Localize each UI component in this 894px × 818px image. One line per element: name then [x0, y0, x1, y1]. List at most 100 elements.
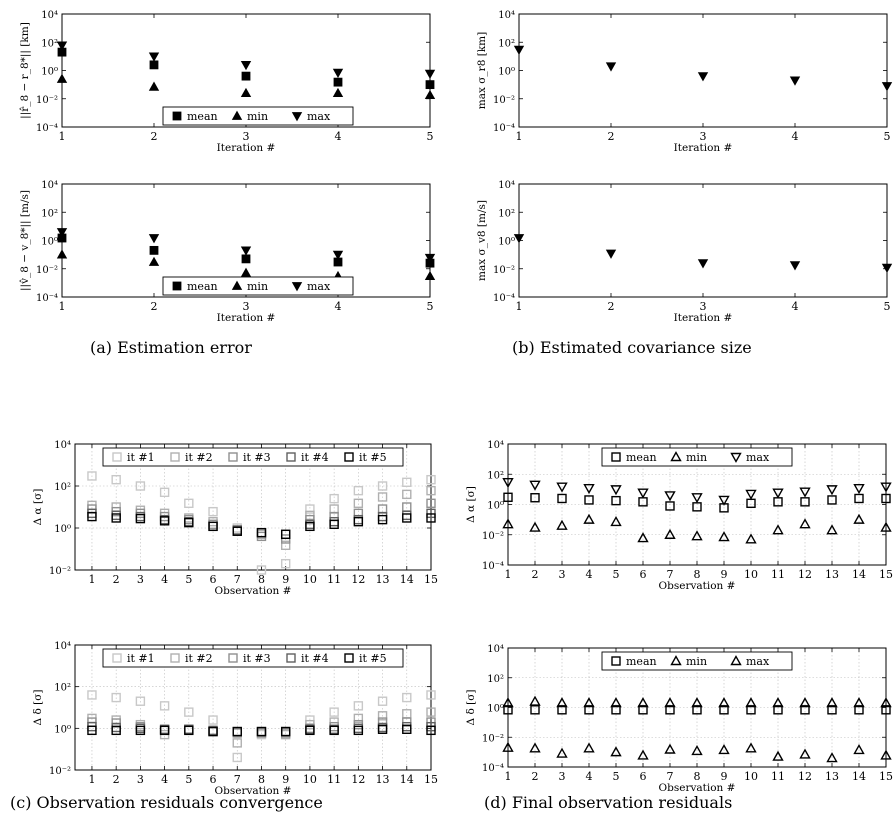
data-point: [800, 705, 810, 715]
chart-pos-sigma: 1 2 3 4 5 10⁻⁴ 10⁻² 10⁰ 10² 10⁴ Iteration # max σ_r…: [476, 10, 893, 154]
y-tick-label: 10⁴: [498, 180, 515, 191]
x-tick-label: 13: [825, 770, 839, 783]
x-tick-label: 1: [516, 130, 523, 143]
data-point: [111, 474, 121, 485]
data-point: [745, 742, 757, 753]
x-tick-label: 14: [852, 770, 866, 783]
data-point: [402, 724, 412, 734]
x-tick-label: 13: [376, 573, 390, 586]
legend-label: mean: [626, 451, 657, 464]
legend-label: mean: [187, 110, 218, 123]
x-tick-label: 13: [376, 773, 390, 786]
data-point: [610, 485, 622, 496]
data-point: [329, 725, 339, 736]
data-point: [718, 495, 730, 506]
legend-label: max: [746, 451, 770, 464]
x-tick-label: 7: [667, 568, 674, 581]
x-tick-label: 7: [234, 773, 241, 786]
data-point: [353, 701, 364, 711]
x-axis-label: Observation #: [659, 580, 736, 592]
y-tick-label: 10⁻⁴: [482, 561, 504, 572]
data-point: [853, 744, 865, 755]
x-tick-label: 12: [351, 773, 365, 786]
y-tick-label: 10²: [54, 683, 71, 694]
legend-marker: [670, 451, 682, 462]
legend-label: mean: [187, 280, 218, 293]
data-point: [826, 524, 838, 535]
data-point: [692, 705, 702, 715]
y-tick-label: 10⁰: [41, 67, 58, 78]
x-tick-label: 1: [88, 573, 95, 586]
y-tick-label: 10²: [498, 38, 515, 49]
legend-label: max: [746, 655, 770, 668]
x-tick-label: 3: [700, 130, 707, 143]
data-point: [530, 493, 540, 503]
data-point: [426, 474, 436, 485]
data-point: [426, 485, 436, 496]
data-point: [584, 705, 594, 715]
data-point: [402, 709, 412, 719]
x-tick-label: 3: [137, 773, 144, 786]
x-tick-label: 3: [559, 770, 566, 783]
x-tick-label: 3: [243, 130, 250, 143]
data-point: [402, 489, 412, 500]
x-tick-label: 9: [282, 573, 289, 586]
legend-marker: [228, 653, 238, 663]
x-tick-label: 8: [694, 770, 701, 783]
legend-marker: [231, 110, 243, 120]
data-point: [426, 707, 436, 717]
legend-marker: [112, 452, 122, 462]
data-point: [184, 725, 194, 736]
legend-label: it #5: [359, 652, 387, 665]
data-point: [159, 487, 170, 498]
data-point: [56, 41, 68, 51]
data-point: [880, 521, 892, 532]
legend-marker: [112, 653, 122, 663]
caption-d: (d) Final observation residuals: [484, 793, 733, 812]
data-point: [664, 491, 676, 502]
x-tick-label: 10: [744, 568, 758, 581]
y-tick-label: 10⁻²: [49, 566, 71, 577]
data-point: [149, 245, 159, 255]
data-point: [691, 530, 703, 541]
x-tick-label: 2: [608, 300, 615, 313]
y-tick-label: 10⁴: [54, 641, 71, 652]
data-point: [789, 76, 801, 86]
legend-marker: [170, 452, 180, 462]
y-axis-label: Δ δ [σ]: [465, 690, 477, 726]
y-axis-label: Δ δ [σ]: [32, 690, 44, 726]
x-tick-label: 9: [721, 770, 728, 783]
data-point: [718, 697, 730, 708]
data-point: [854, 493, 864, 504]
x-tick-label: 4: [161, 573, 168, 586]
x-tick-label: 4: [792, 300, 799, 313]
x-tick-label: 5: [613, 770, 620, 783]
legend-box: [162, 106, 354, 126]
y-tick-label: 10⁻²: [493, 95, 515, 106]
legend-box: [601, 651, 793, 671]
legend-marker: [611, 656, 621, 666]
x-tick-label: 12: [351, 573, 365, 586]
data-point: [529, 695, 541, 706]
y-tick-label: 10⁻⁴: [482, 763, 504, 774]
legend-label: it #2: [185, 451, 213, 464]
data-point: [799, 697, 811, 708]
legend-label: max: [307, 280, 331, 293]
data-point: [718, 744, 730, 755]
x-axis-label: Iteration #: [217, 142, 276, 154]
data-point: [148, 256, 160, 266]
data-point: [208, 715, 218, 725]
y-tick-label: 10⁴: [498, 10, 515, 21]
data-point: [583, 742, 595, 753]
x-tick-label: 4: [335, 130, 342, 143]
x-tick-label: 9: [721, 568, 728, 581]
data-point: [556, 519, 568, 530]
y-tick-label: 10⁰: [41, 237, 58, 248]
data-point: [691, 697, 703, 708]
data-point: [426, 690, 436, 700]
legend-label: min: [686, 451, 707, 464]
x-tick-label: 2: [151, 130, 158, 143]
data-point: [232, 738, 242, 748]
data-point: [240, 87, 252, 98]
x-tick-label: 3: [137, 573, 144, 586]
